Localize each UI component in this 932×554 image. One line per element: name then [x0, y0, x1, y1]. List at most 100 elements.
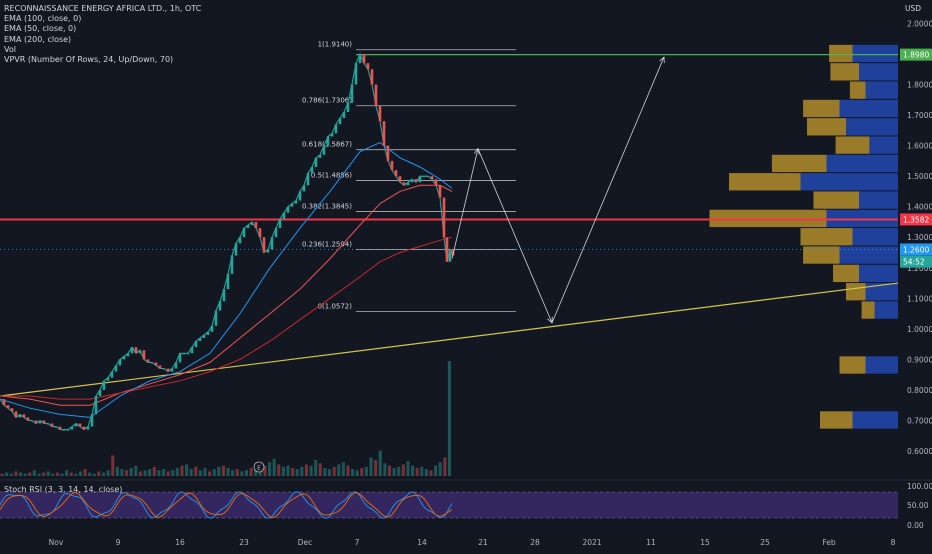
x-tick-label: 11 — [646, 538, 656, 547]
price-candle — [386, 145, 390, 161]
volume-bar — [212, 469, 216, 476]
price-candle — [330, 133, 334, 137]
volume-bar — [184, 464, 189, 476]
indicator-legend: RECONNAISSANCE ENERGY AFRICA LTD., 1h, O… — [4, 4, 201, 65]
vpvr-up-bar — [849, 81, 866, 99]
price-candle — [322, 145, 326, 155]
price-candle — [266, 249, 270, 253]
price-candle — [402, 182, 406, 186]
volume-bar — [397, 466, 401, 476]
price-candle — [90, 414, 94, 427]
vpvr-up-bar — [807, 118, 846, 136]
volume-bar — [217, 466, 221, 476]
stoch-rsi-label[interactable]: Stoch RSI (3, 3, 14, 14, close) — [4, 485, 123, 494]
volume-bar — [254, 466, 258, 476]
volume-bar — [23, 473, 27, 476]
vpvr-down-bar — [839, 99, 898, 118]
volume-bar — [203, 467, 207, 476]
volume-bar — [55, 472, 59, 476]
indicator-ema100[interactable]: EMA (100, close, 0) — [4, 14, 82, 24]
price-candle — [150, 362, 154, 364]
price-candle — [290, 203, 294, 207]
stoch-d-line — [0, 492, 453, 518]
ema-50-line — [0, 142, 453, 418]
vpvr-up-bar — [803, 99, 840, 118]
fib-level-label: 1(1.9140) — [318, 41, 353, 49]
price-tag-label: 1.2600 — [903, 245, 929, 254]
price-candle — [98, 389, 102, 397]
price-candle — [234, 243, 238, 256]
y-tick-label: 0.8000 — [907, 386, 932, 395]
price-candle — [82, 426, 86, 430]
price-candle — [274, 228, 278, 238]
volume-bar — [406, 461, 410, 476]
vpvr-up-bar — [861, 301, 875, 319]
y-tick-label: 1.1000 — [907, 294, 932, 303]
y-tick-label: 0.7000 — [907, 416, 932, 425]
price-candle — [218, 301, 222, 311]
indicator-ema50[interactable]: EMA (50, close, 0) — [4, 24, 77, 34]
price-candle — [210, 325, 214, 332]
vpvr-down-bar — [865, 81, 898, 99]
volume-bar — [318, 463, 322, 476]
volume-bar — [235, 469, 239, 476]
price-candle — [54, 426, 58, 428]
y-tick-label: 1.4000 — [907, 203, 932, 212]
price-candle — [246, 225, 250, 229]
price-candle — [306, 173, 310, 186]
volume-bar — [9, 473, 13, 476]
volume-bar — [374, 459, 378, 476]
volume-bar — [74, 473, 78, 476]
vpvr-up-bar — [846, 283, 866, 301]
price-candle — [170, 368, 174, 372]
volume-bar — [323, 467, 327, 476]
price-candle — [262, 237, 266, 253]
volume-bar — [5, 472, 9, 476]
x-tick-label: 28 — [530, 538, 540, 547]
volume-bar — [258, 469, 262, 476]
vpvr-down-bar — [859, 191, 898, 209]
price-candle — [451, 249, 455, 256]
price-candle — [118, 359, 122, 366]
vpvr-down-bar — [865, 283, 898, 301]
y-tick-label: 0.9000 — [907, 355, 932, 364]
price-candle — [186, 353, 190, 355]
price-candle — [74, 423, 78, 427]
volume-bar — [180, 465, 184, 476]
volume-bar — [14, 471, 18, 476]
ema-200-line — [0, 236, 453, 400]
x-tick-label: Feb — [822, 538, 836, 547]
volume-bar — [134, 465, 138, 476]
volume-bar — [249, 467, 253, 476]
indicator-vol[interactable]: Vol — [4, 44, 16, 54]
y-tick-label: 0.6000 — [907, 447, 932, 456]
price-candle — [62, 429, 66, 431]
vpvr-down-bar — [800, 173, 898, 191]
price-candle — [398, 176, 402, 183]
price-candle — [66, 429, 70, 431]
price-candle — [190, 347, 194, 354]
price-candle — [110, 371, 114, 378]
vpvr-up-bar — [803, 246, 840, 264]
volume-bar — [189, 469, 193, 476]
volume-bar — [447, 361, 451, 476]
x-tick-label: 7 — [355, 538, 360, 547]
price-candle — [154, 362, 158, 366]
indicator-vpvr[interactable]: VPVR (Number Of Rows, 24, Up/Down, 70) — [4, 55, 174, 65]
x-tick-label: 16 — [175, 538, 185, 547]
price-candle — [10, 408, 14, 412]
price-candle — [6, 405, 10, 409]
price-candle — [202, 334, 206, 339]
price-candle — [282, 212, 286, 219]
volume-bar — [37, 473, 41, 476]
x-tick-label: 15 — [700, 538, 710, 547]
arrowhead-up-2 — [659, 56, 665, 64]
y-tick-label: 1.6000 — [907, 142, 932, 151]
volume-bar — [383, 463, 387, 476]
volume-bar — [125, 470, 129, 476]
volume-bar — [106, 470, 110, 476]
indicator-ema200[interactable]: EMA (200, close) — [4, 34, 72, 44]
y-tick-label: 2.0000 — [907, 19, 932, 28]
